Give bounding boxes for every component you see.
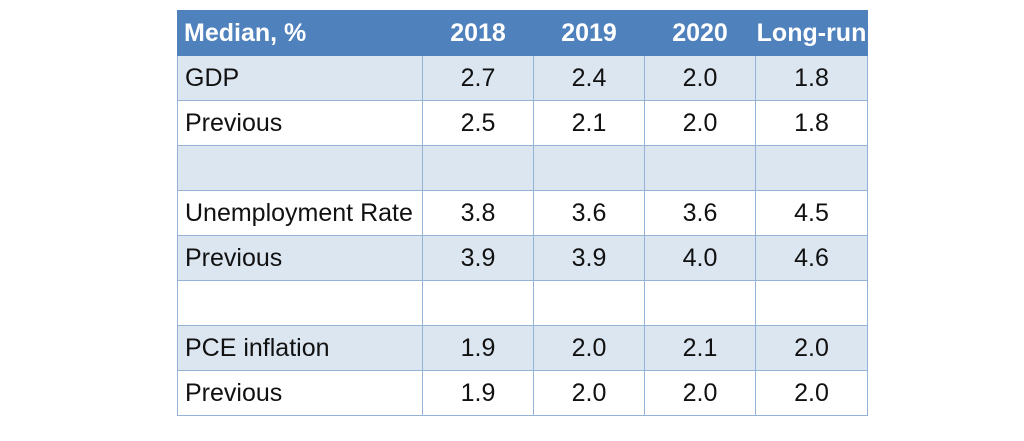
cell-value: 2.0 [644, 100, 756, 146]
cell-value: 1.9 [422, 325, 534, 371]
row-label: PCE inflation [177, 325, 423, 371]
header-median: Median, % [177, 10, 423, 56]
projections-table: Median, % 2018 2019 2020 Long-run GDP 2.… [177, 10, 868, 416]
cell-value [755, 145, 868, 191]
cell-value [644, 145, 756, 191]
cell-value: 2.1 [644, 325, 756, 371]
row-label: Unemployment Rate [177, 190, 423, 236]
cell-value: 2.7 [422, 55, 534, 101]
cell-value: 2.0 [755, 325, 868, 371]
row-unemployment-previous: Previous 3.9 3.9 4.0 4.6 [177, 235, 868, 281]
cell-value [533, 145, 645, 191]
cell-value: 1.9 [422, 370, 534, 416]
row-pce-previous: Previous 1.9 2.0 2.0 2.0 [177, 370, 868, 416]
cell-value: 2.1 [533, 100, 645, 146]
row-label: GDP [177, 55, 423, 101]
row-pce-inflation: PCE inflation 1.9 2.0 2.1 2.0 [177, 325, 868, 371]
cell-value: 3.8 [422, 190, 534, 236]
cell-value: 2.0 [644, 55, 756, 101]
cell-value: 2.0 [755, 370, 868, 416]
cell-value: 3.6 [533, 190, 645, 236]
row-spacer [177, 145, 868, 191]
header-2020: 2020 [644, 10, 756, 56]
cell-value: 3.9 [422, 235, 534, 281]
cell-value: 4.6 [755, 235, 868, 281]
header-2019: 2019 [533, 10, 645, 56]
cell-value [422, 280, 534, 326]
cell-value: 1.8 [755, 100, 868, 146]
row-spacer [177, 280, 868, 326]
row-label [177, 280, 423, 326]
row-label: Previous [177, 100, 423, 146]
header-row: Median, % 2018 2019 2020 Long-run [177, 10, 868, 56]
cell-value: 2.5 [422, 100, 534, 146]
header-2018: 2018 [422, 10, 534, 56]
row-label: Previous [177, 235, 423, 281]
row-unemployment: Unemployment Rate 3.8 3.6 3.6 4.5 [177, 190, 868, 236]
cell-value: 2.4 [533, 55, 645, 101]
cell-value [644, 280, 756, 326]
row-gdp: GDP 2.7 2.4 2.0 1.8 [177, 55, 868, 101]
cell-value: 3.6 [644, 190, 756, 236]
cell-value: 2.0 [533, 325, 645, 371]
cell-value: 2.0 [533, 370, 645, 416]
row-gdp-previous: Previous 2.5 2.1 2.0 1.8 [177, 100, 868, 146]
cell-value [422, 145, 534, 191]
cell-value: 3.9 [533, 235, 645, 281]
row-label [177, 145, 423, 191]
row-label: Previous [177, 370, 423, 416]
cell-value: 2.0 [644, 370, 756, 416]
cell-value [533, 280, 645, 326]
cell-value [755, 280, 868, 326]
cell-value: 1.8 [755, 55, 868, 101]
cell-value: 4.0 [644, 235, 756, 281]
header-long-run: Long-run [755, 10, 868, 56]
cell-value: 4.5 [755, 190, 868, 236]
